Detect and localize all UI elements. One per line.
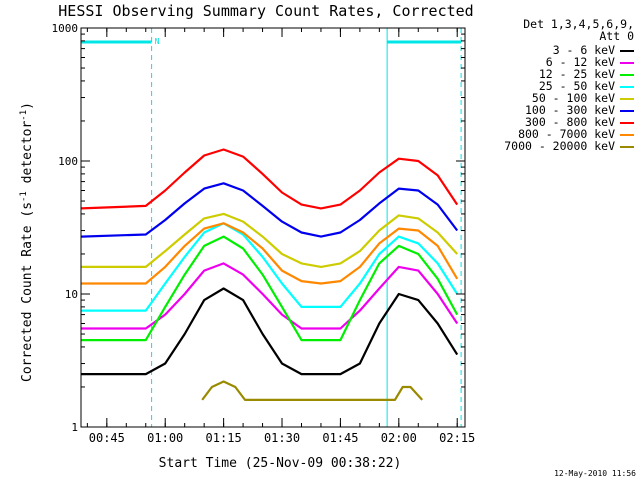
legend-swatch [620, 49, 634, 52]
legend-item: 6 - 12 keV [546, 55, 634, 69]
legend-swatch [620, 109, 634, 112]
x-axis-label: Start Time (25-Nov-09 00:38:22) [159, 456, 402, 471]
legend-title: Att 0 [599, 29, 634, 43]
legend-label: 12 - 25 keV [538, 67, 615, 81]
x-tick-label: 02:15 [439, 431, 475, 445]
y-tick-label: 1 [71, 421, 78, 434]
legend-label: 300 - 800 keV [524, 115, 615, 129]
legend-label: 7000 - 20000 keV [504, 139, 615, 153]
series-line-4 [81, 222, 459, 312]
y-tick-label: 10 [65, 288, 78, 301]
legend-item: 12 - 25 keV [539, 67, 634, 81]
timestamp: 12-May-2010 11:56 [554, 469, 636, 478]
legend-title: Det 1,3,4,5,6,9, [523, 17, 634, 31]
x-tick-label: 01:00 [147, 431, 183, 445]
x-tick-label: 00:45 [89, 431, 125, 445]
interval-label: N [155, 37, 160, 46]
chart-title: HESSI Observing Summary Count Rates, Cor… [58, 2, 473, 20]
axis-layer: 1 10 100 1000 00:45 01:00 01:15 01:30 01:45 02:00… [52, 22, 476, 445]
legend-item: 3 - 6 keV [553, 43, 634, 57]
series-line-1 [81, 287, 459, 376]
y-axis-label: Corrected Count Rate (s-1 detector-1) [19, 102, 35, 382]
legend-label: 50 - 100 keV [531, 91, 615, 105]
x-tick-label: 01:30 [264, 431, 300, 445]
x-tick-label: 02:00 [381, 431, 417, 445]
legend-item: 300 - 800 keV [525, 115, 634, 129]
legend-swatch [620, 85, 634, 88]
legend-label: 800 - 7000 keV [518, 127, 615, 141]
legend-label: 3 - 6 keV [552, 43, 615, 57]
series-line-7 [81, 148, 459, 210]
plot-frame [80, 27, 466, 428]
legend-label: 100 - 300 keV [524, 103, 615, 117]
series-line-8 [81, 222, 459, 285]
legend-item: 7000 - 20000 keV [504, 139, 634, 153]
legend-swatch [620, 73, 634, 76]
legend-item: 50 - 100 keV [532, 91, 634, 105]
series-line-9 [201, 380, 424, 401]
legend-label: 6 - 12 keV [545, 55, 615, 69]
legend-swatch [620, 97, 634, 100]
x-tick-label: 01:45 [322, 431, 358, 445]
legend-swatch [620, 145, 634, 148]
y-tick-label: 1000 [52, 22, 79, 35]
legend-swatch [620, 133, 634, 136]
legend-item: 25 - 50 keV [539, 79, 634, 93]
legend-swatch [620, 61, 634, 64]
series-line-5 [81, 212, 459, 268]
series-line-6 [81, 182, 459, 238]
legend-item: 800 - 7000 keV [518, 127, 634, 141]
series-line-3 [81, 235, 459, 342]
y-tick-label: 100 [58, 155, 78, 168]
series-layer [81, 148, 459, 401]
legend-label: 25 - 50 keV [538, 79, 615, 93]
x-tick-label: 01:15 [206, 431, 242, 445]
intervals-layer: N [80, 28, 462, 427]
legend-swatch [620, 121, 634, 124]
series-line-2 [81, 262, 459, 330]
legend-item: 100 - 300 keV [525, 103, 634, 117]
